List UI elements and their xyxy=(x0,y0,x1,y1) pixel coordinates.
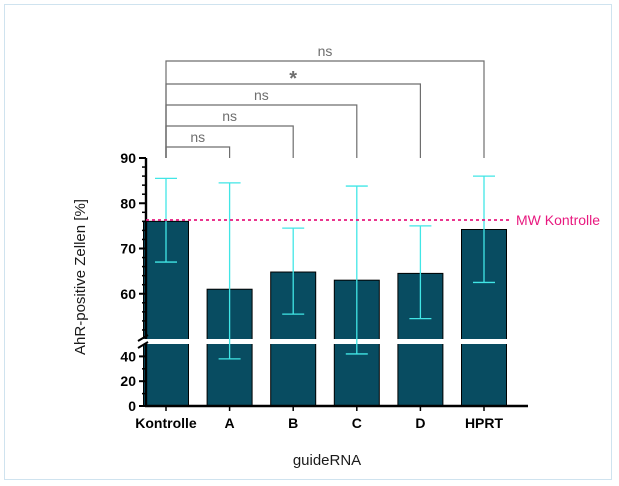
x-axis-label: guideRNA xyxy=(293,452,361,469)
y-tick-label: 40 xyxy=(120,348,136,364)
x-tick-label-b: B xyxy=(288,415,298,431)
x-tick-label-d: D xyxy=(415,415,425,431)
error-bars xyxy=(155,175,495,360)
y-tick-label: 80 xyxy=(120,195,136,211)
x-tick-label-c: C xyxy=(352,415,362,431)
axis-break-gap xyxy=(142,339,522,344)
y-axis-break-mark-lower xyxy=(137,341,149,349)
bars xyxy=(142,220,522,407)
significance-label: ns xyxy=(318,43,333,59)
reference-line-group: MW Kontrolle xyxy=(146,212,600,228)
y-axis-label: AhR-positive Zellen [%] xyxy=(72,199,89,355)
significance-bracket xyxy=(165,146,231,158)
y-tick-label: 0 xyxy=(128,398,136,414)
x-tick-label-a: A xyxy=(225,415,235,431)
y-axis-break-mark-upper xyxy=(137,334,149,342)
significance-label: ns xyxy=(222,108,237,124)
y-tick-label: 70 xyxy=(120,241,136,257)
y-tick-label: 20 xyxy=(120,373,136,389)
y-axis: 0 20 40 60 70 80 90 xyxy=(120,150,149,414)
significance-label: ns xyxy=(254,87,269,103)
y-tick-label: 60 xyxy=(120,286,136,302)
significance-brackets: ns ns ns * ns xyxy=(165,43,485,158)
y-tick-label: 90 xyxy=(120,150,136,166)
significance-label: * xyxy=(289,68,297,90)
x-tick-label-kontrolle: Kontrolle xyxy=(135,415,197,431)
significance-bracket xyxy=(165,60,485,158)
significance-label: ns xyxy=(190,129,205,145)
x-tick-label-hprt: HPRT xyxy=(465,415,504,431)
reference-line-label: MW Kontrolle xyxy=(516,212,600,228)
x-axis: Kontrolle A B C D HPRT xyxy=(135,404,528,431)
